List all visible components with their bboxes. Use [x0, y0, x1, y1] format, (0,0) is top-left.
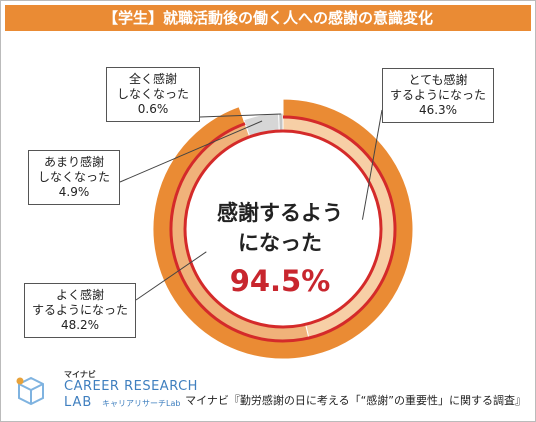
chart-title: 【学生】就職活動後の働く人への感謝の意識変化	[5, 5, 531, 31]
callout-yoku-percent: 48.2%	[60, 318, 100, 332]
callout-totemo-line2: するようになった	[389, 88, 486, 102]
leader-amari	[119, 120, 263, 183]
logo-sub-text: キャリアリサーチLab	[102, 399, 181, 408]
center-label: 感謝するよう になった 94.5%	[190, 198, 370, 300]
callout-yoku-line2: するようになった	[31, 303, 128, 317]
logo-main-text: CAREER RESEARCH	[64, 379, 198, 394]
callout-totemo-line1: とても感謝	[408, 73, 468, 87]
logo-mynavi-text: マイナビ	[64, 370, 96, 379]
leader-yoku	[135, 251, 207, 301]
red-ring-inner	[183, 129, 383, 329]
callout-amari-line2: しなくなった	[37, 170, 110, 184]
callout-amari-line1: あまり感謝	[43, 155, 104, 169]
source-note: マイナビ『勤労感謝の日に考える「“感謝”の重要性」に関する調査』	[185, 394, 526, 407]
callout-mattaku: 全く感謝 しなくなった 0.6%	[106, 67, 200, 122]
center-line1: 感謝するよう	[217, 201, 343, 225]
callout-mattaku-line1: 全く感謝	[128, 72, 177, 86]
leader-totemo	[361, 109, 383, 220]
callout-yoku-line1: よく感謝	[55, 288, 104, 302]
center-line2: になった	[238, 231, 322, 255]
callout-mattaku-line2: しなくなった	[116, 87, 189, 101]
logo-lab-text: LAB	[64, 395, 93, 410]
callout-totemo-percent: 46.3%	[418, 103, 458, 117]
callout-yoku: よく感謝 するようになった 48.2%	[24, 283, 136, 338]
career-research-lab-logo: マイナビ CAREER RESEARCH LAB キャリアリサーチLab	[14, 370, 214, 414]
cube-logo-icon	[16, 376, 44, 406]
callout-mattaku-percent: 0.6%	[137, 102, 169, 116]
callout-amari: あまり感謝 しなくなった 4.9%	[28, 150, 120, 205]
leader-mattaku	[199, 113, 281, 118]
callout-totemo: とても感謝 するようになった 46.3%	[382, 68, 494, 123]
center-value: 94.5%	[229, 264, 331, 298]
red-ring-outer	[169, 115, 397, 343]
callout-amari-percent: 4.9%	[58, 185, 90, 199]
